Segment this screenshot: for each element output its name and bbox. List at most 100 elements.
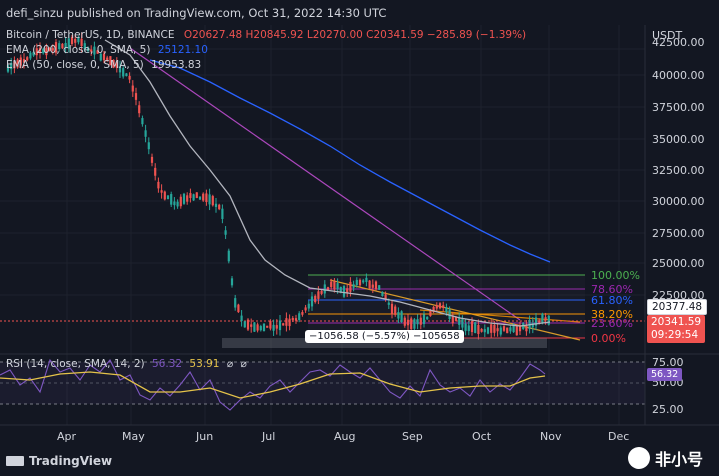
- rsi-line: [0, 358, 546, 411]
- candle-body: [470, 321, 474, 332]
- candle-body: [128, 75, 131, 80]
- price-tick: 30000.00: [652, 195, 705, 208]
- candle-body: [6, 65, 10, 72]
- candle-body: [42, 49, 45, 54]
- candle-body: [227, 250, 230, 262]
- hidden-value-icon-2: ⌀: [240, 358, 247, 370]
- rsi-ma-value: 53.91: [189, 358, 220, 370]
- time-tick: Jul: [262, 430, 276, 443]
- candle-body: [493, 324, 496, 333]
- time-tick: Sep: [402, 430, 423, 443]
- candle-body: [371, 284, 374, 288]
- candle-body: [125, 73, 128, 77]
- symbol-legend[interactable]: Bitcoin / TetherUS, 1D, BINANCE O20627.4…: [6, 29, 526, 41]
- candle-body: [259, 326, 262, 331]
- candle-body: [525, 324, 528, 332]
- candle-body: [541, 313, 544, 324]
- candle-body: [352, 284, 355, 288]
- candle-body: [410, 318, 413, 329]
- candle-body: [429, 309, 432, 316]
- rsi-tick-25: 25.00: [652, 403, 684, 416]
- tradingview-logo[interactable]: TradingView: [6, 454, 112, 468]
- ema50-legend[interactable]: EMA (50, close, 0, SMA, 5) 19953.83: [6, 59, 201, 71]
- time-tick: May: [122, 430, 145, 443]
- candle-body: [211, 196, 214, 206]
- candle-body: [381, 291, 384, 296]
- time-tick: Oct: [472, 430, 492, 443]
- candle-body: [195, 192, 198, 198]
- candle-body: [547, 315, 550, 325]
- candle-body: [275, 325, 278, 329]
- candle-body: [224, 230, 227, 235]
- candle-body: [83, 43, 86, 50]
- candle-body: [301, 312, 304, 315]
- candle-body: [99, 53, 102, 61]
- candle-body: [186, 195, 189, 202]
- candle-body: [166, 195, 170, 200]
- candle-body: [461, 319, 464, 328]
- candle-body: [93, 46, 96, 55]
- candle-body: [509, 327, 512, 332]
- candle-body: [486, 327, 490, 334]
- candle-body: [218, 204, 221, 210]
- candle-body: [390, 303, 394, 315]
- candle-body: [442, 305, 445, 308]
- candle-body: [256, 324, 259, 331]
- price-tag-secondary: 20377.48: [647, 299, 708, 315]
- ema200-legend[interactable]: EMA (200, close, 0, SMA, 5) 25121.10: [6, 44, 208, 56]
- rsi-tick-75: 75.00: [652, 356, 684, 369]
- candle-body: [282, 323, 285, 326]
- candle-body: [160, 190, 163, 193]
- price-tick: 32500.00: [652, 164, 705, 177]
- candle-body: [170, 194, 173, 205]
- candle-body: [534, 317, 538, 326]
- candle-body: [406, 319, 410, 326]
- price-tag-last: 20341.59 09:29:54: [647, 315, 706, 343]
- publisher-line: defi_sinzu published on TradingView.com,…: [6, 6, 387, 20]
- candle-body: [358, 279, 362, 286]
- candle-body: [458, 317, 461, 325]
- ema200-value: 25121.10: [157, 44, 208, 56]
- candle-body: [90, 49, 93, 52]
- ema200-line: [149, 59, 551, 263]
- candle-body: [394, 306, 397, 315]
- candle-body: [250, 324, 253, 327]
- price-tick: 37500.00: [652, 101, 705, 114]
- watermark-text: 非小号: [655, 450, 704, 469]
- symbol-name: Bitcoin / TetherUS, 1D, BINANCE: [6, 29, 175, 41]
- candle-body: [397, 312, 400, 319]
- candle-body: [445, 307, 448, 313]
- candle-body: [384, 294, 387, 299]
- time-tick: Nov: [540, 430, 562, 443]
- price-tick: 27500.00: [652, 227, 705, 240]
- candle-body: [413, 319, 416, 329]
- fib-level-label: 100.00%: [591, 269, 640, 282]
- candle-body: [122, 68, 125, 77]
- candle-body: [173, 201, 176, 206]
- candle-body: [314, 295, 317, 303]
- ohlc-values: O20627.48 H20845.92 L20270.00 C20341.59 …: [183, 29, 527, 41]
- candle-body: [48, 47, 51, 51]
- candle-body: [269, 321, 272, 329]
- candle-body: [365, 277, 368, 282]
- candle-body: [51, 48, 54, 51]
- candle-body: [339, 287, 342, 293]
- candle-body: [64, 42, 67, 48]
- candle-body: [74, 38, 77, 43]
- fib-level-label: 61.80%: [591, 294, 633, 307]
- candle-body: [176, 201, 179, 207]
- candle-body: [304, 307, 307, 311]
- candle-body: [29, 52, 32, 59]
- candle-body: [368, 280, 371, 289]
- candle-body: [61, 43, 64, 49]
- candle-body: [422, 314, 426, 324]
- candle-body: [86, 47, 90, 51]
- candle-body: [262, 323, 266, 332]
- candle-body: [144, 130, 147, 137]
- brand-text: TradingView: [29, 454, 113, 468]
- candle-body: [234, 298, 237, 308]
- candle-body: [112, 59, 115, 68]
- rsi-legend[interactable]: RSI (14, close, SMA, 14, 2) 56.32 53.91 …: [6, 358, 247, 370]
- candle-body: [96, 50, 99, 54]
